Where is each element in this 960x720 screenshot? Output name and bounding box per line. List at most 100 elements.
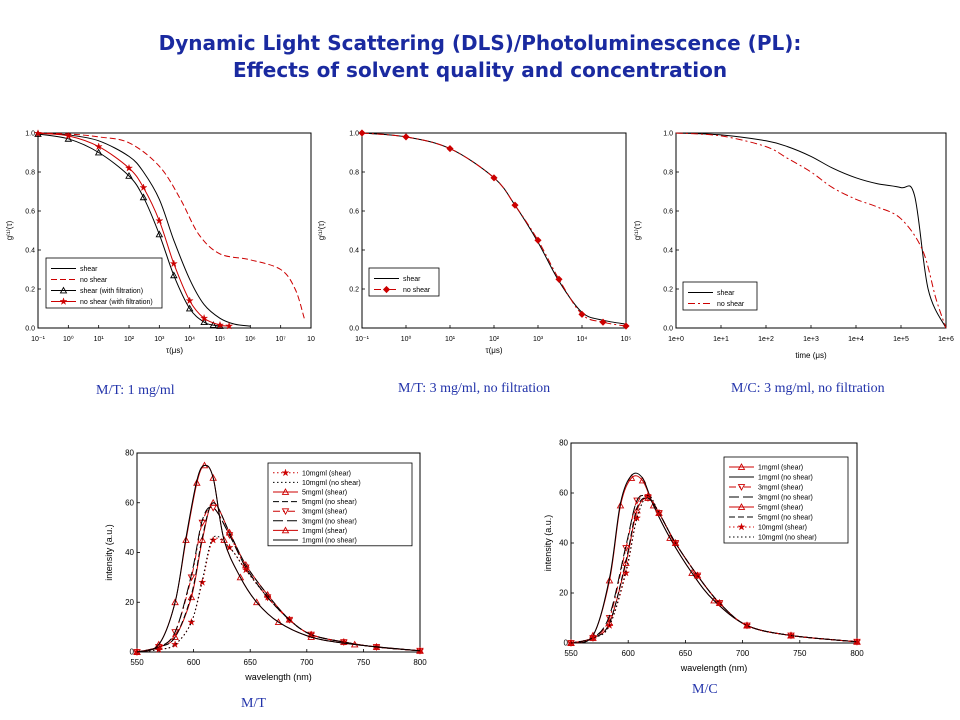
legend-label: 3mgml (no shear) <box>302 518 357 525</box>
y-axis-label: intensity (a.u.) <box>543 515 553 572</box>
x-tick-label: 700 <box>300 658 314 667</box>
data-point <box>252 598 261 606</box>
series-line <box>37 132 251 327</box>
y-axis-label: g⁽¹⁾(τ) <box>5 220 14 240</box>
y-tick-label: 0.4 <box>349 248 359 255</box>
series-line <box>37 133 221 327</box>
legend-marker <box>737 503 746 510</box>
data-point <box>242 564 250 572</box>
legend-marker <box>737 484 746 491</box>
legend-marker <box>382 285 391 294</box>
x-tick-label: 650 <box>244 658 258 667</box>
x-tick-label: 10¹ <box>445 336 456 343</box>
y-tick-label: 0.4 <box>25 248 35 255</box>
x-tick-label: 600 <box>622 649 636 658</box>
legend: shear no shear <box>368 267 440 297</box>
data-point <box>490 174 498 182</box>
data-point <box>852 637 862 646</box>
x-tick-label: 10³ <box>154 336 165 343</box>
x-tick-label: 1e+2 <box>758 336 774 343</box>
x-tick-label: 10⁷ <box>276 336 287 343</box>
legend-marker <box>281 488 290 495</box>
x-tick-label: 600 <box>187 658 201 667</box>
x-tick-label: 750 <box>793 649 807 658</box>
series-line <box>37 132 305 319</box>
y-tick-label: 60 <box>125 498 134 507</box>
data-point <box>605 576 614 584</box>
data-point <box>171 598 179 606</box>
y-tick-label: 1.0 <box>25 131 35 138</box>
y-tick-label: 20 <box>559 589 568 598</box>
x-tick-label: 10 <box>307 336 315 343</box>
data-point <box>285 616 294 624</box>
series-line <box>136 506 421 653</box>
legend-label: shear <box>403 276 421 283</box>
caption-chart-5: M/C <box>692 682 718 697</box>
data-point <box>124 163 134 172</box>
legend-label: no shear <box>80 277 108 284</box>
legend-label: 1mgml (shear) <box>302 528 347 535</box>
y-tick-label: 0.8 <box>25 170 35 177</box>
x-tick-label: 550 <box>130 658 144 667</box>
x-tick-label: 10³ <box>533 336 544 343</box>
x-tick-label: 700 <box>736 649 750 658</box>
data-point <box>155 216 164 225</box>
data-point <box>616 501 625 509</box>
x-tick-label: 10⁰ <box>401 335 412 343</box>
data-point <box>633 497 641 505</box>
title-line-2: Effects of solvent quality and concentra… <box>232 58 728 82</box>
chart-4: 0 20 40 60 80 550 600 650 700 750 800 wavelength (n… <box>104 449 427 683</box>
legend-label: 10mgml (no shear) <box>758 535 817 542</box>
y-tick-label: 0.2 <box>25 287 35 294</box>
legend-label: 3mgml (shear) <box>302 509 347 516</box>
legend-marker <box>737 463 746 470</box>
data-point <box>33 129 43 137</box>
legend-label: 5mgml (no shear) <box>758 515 813 522</box>
y-axis-label: g⁽¹⁾(τ) <box>633 220 642 240</box>
data-point <box>155 230 164 238</box>
y-tick-label: 0.4 <box>663 248 673 255</box>
caption-chart-4: M/T <box>241 696 266 711</box>
y-axis-label: intensity (a.u.) <box>104 524 114 581</box>
data-point <box>786 631 796 639</box>
x-axis-label: τ(μs) <box>166 346 183 355</box>
y-tick-label: 0 <box>130 648 135 657</box>
chart-5: 0 20 40 60 80 550 600 650 700 750 800 wavelength (n… <box>543 439 864 674</box>
data-point <box>200 313 209 322</box>
data-point <box>225 543 234 551</box>
page-title: Dynamic Light Scattering (DLS)/Photolumi… <box>0 30 960 84</box>
data-point <box>64 131 73 140</box>
x-tick-label: 1e+4 <box>848 336 864 343</box>
data-point <box>94 148 103 156</box>
data-point <box>622 545 630 552</box>
data-point <box>534 236 542 244</box>
legend-label: 10mgml (no shear) <box>302 480 361 487</box>
caption-chart-3: M/C: 3 mg/ml, no filtration <box>731 381 885 396</box>
y-tick-label: 0 <box>564 639 569 648</box>
data-point <box>446 145 454 153</box>
x-tick-label: 650 <box>679 649 693 658</box>
legend: 10mgml (shear) 10mgml (no shear) 5mgml (sh… <box>267 462 413 547</box>
data-point <box>185 296 194 305</box>
title-line-1: Dynamic Light Scattering (DLS)/Photolumi… <box>158 31 802 55</box>
data-point <box>621 568 631 577</box>
y-tick-label: 40 <box>559 539 568 548</box>
legend-marker <box>59 297 68 305</box>
legend-label: no shear (with filtration) <box>80 299 153 306</box>
legend-label: 5mgml (no shear) <box>302 499 357 506</box>
caption-chart-2: M/T: 3 mg/ml, no filtration <box>398 381 551 396</box>
data-point <box>715 598 724 607</box>
data-point <box>622 322 630 330</box>
data-point <box>139 183 148 192</box>
y-tick-label: 0.2 <box>349 287 359 294</box>
chart-2: 0.0 0.2 0.4 0.6 0.8 1.0 10⁻¹ 10⁰ 10¹ 10² 10³ 10⁴ 10⁵… <box>317 129 631 355</box>
y-tick-label: 0.8 <box>349 170 359 177</box>
x-tick-label: 10⁰ <box>63 335 74 343</box>
y-tick-label: 40 <box>125 548 134 557</box>
data-point <box>171 640 180 648</box>
data-point <box>358 129 366 137</box>
legend-box <box>723 456 849 544</box>
x-tick-label: 10⁻¹ <box>31 336 45 343</box>
legend: shear no shear <box>682 281 758 311</box>
legend-label: 10mgml (shear) <box>758 525 807 532</box>
